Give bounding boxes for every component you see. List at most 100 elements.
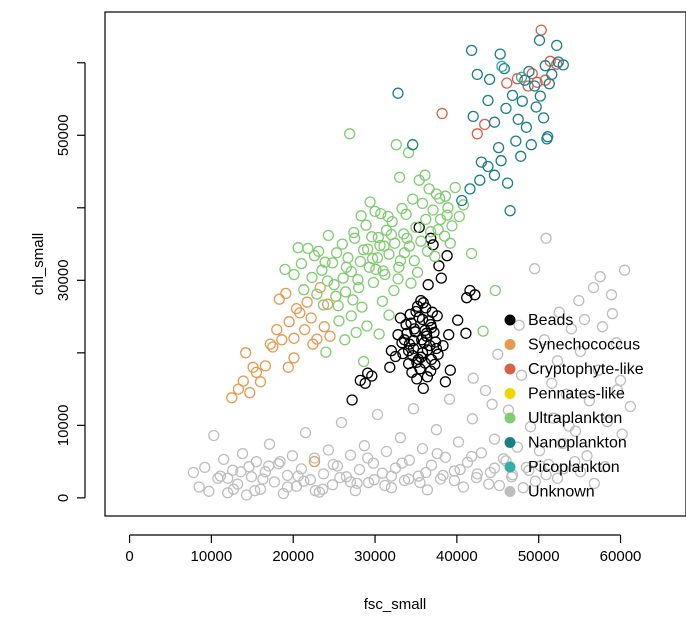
data-point [250, 366, 263, 379]
data-point [471, 468, 483, 480]
data-point [426, 306, 438, 318]
data-point [330, 290, 342, 302]
data-point [448, 474, 461, 487]
data-point [366, 252, 379, 265]
data-point [245, 471, 258, 483]
data-point [418, 337, 430, 349]
data-point [417, 382, 429, 395]
data-point [416, 197, 429, 210]
data-point [477, 325, 489, 337]
data-point [357, 355, 370, 368]
data-point [364, 196, 376, 208]
y-axis: 0 10000 30000 50000 [55, 62, 86, 502]
data-point [259, 360, 272, 372]
data-point [535, 24, 547, 36]
data-point [357, 244, 370, 256]
data-point [236, 447, 249, 460]
data-point [422, 279, 434, 291]
data-point [400, 318, 412, 331]
data-point [460, 327, 472, 339]
data-point [439, 190, 452, 202]
series-nanoplankton [392, 34, 569, 217]
data-point [513, 319, 525, 331]
data-point [360, 219, 372, 231]
data-point [407, 193, 419, 205]
data-point [430, 424, 443, 436]
data-point [222, 487, 234, 499]
data-point [605, 289, 618, 301]
data-point [501, 177, 514, 189]
data-point [326, 479, 339, 491]
data-point [606, 308, 619, 320]
data-point [467, 372, 479, 384]
data-point [410, 305, 422, 318]
legend-label: Cryptophyte-like [528, 361, 644, 378]
data-point [276, 334, 288, 346]
data-point [547, 412, 560, 424]
data-point [425, 459, 438, 471]
data-point [368, 474, 380, 486]
data-point [324, 330, 336, 342]
data-point [336, 238, 348, 250]
data-point [227, 464, 239, 476]
data-point [306, 271, 318, 284]
data-point [407, 139, 419, 151]
data-point [376, 295, 389, 307]
data-point [398, 247, 411, 259]
data-point [295, 257, 308, 270]
data-point [504, 205, 516, 217]
data-point [244, 387, 256, 399]
data-point [304, 474, 317, 486]
data-point [537, 112, 550, 124]
data-point [380, 445, 393, 458]
data-point [574, 466, 587, 478]
data-point [187, 466, 200, 479]
legend-label: Synechococcus [528, 337, 640, 354]
data-point [427, 204, 439, 216]
data-point [327, 458, 339, 471]
series-picoplankton [496, 60, 528, 83]
data-point [543, 78, 555, 90]
data-point [486, 398, 498, 410]
data-point [611, 384, 623, 396]
data-point [254, 483, 267, 495]
data-point [372, 231, 384, 244]
x-axis: 0 10000 20000 30000 40000 50000 60000 [125, 534, 641, 565]
data-point [370, 263, 382, 276]
data-point [263, 438, 276, 450]
data-point [464, 183, 476, 195]
data-point [393, 171, 406, 183]
data-point [452, 436, 465, 448]
data-point [350, 326, 362, 339]
data-point [569, 455, 581, 468]
data-point [312, 245, 325, 257]
data-point [359, 377, 371, 389]
data-point [437, 339, 449, 352]
data-point [425, 226, 437, 238]
data-point [432, 223, 444, 236]
data-point [616, 428, 628, 440]
data-point [263, 460, 275, 472]
data-point [332, 300, 344, 312]
data-point [396, 337, 408, 349]
data-point [393, 261, 405, 273]
data-point [344, 449, 357, 461]
data-point [335, 416, 348, 429]
data-point [402, 345, 415, 357]
legend-marker [504, 437, 516, 448]
y-tick-label: 10000 [55, 405, 72, 447]
data-point [498, 62, 510, 75]
x-tick-label: 10000 [191, 548, 233, 565]
data-point [523, 464, 535, 476]
data-point [515, 369, 528, 381]
data-point [573, 294, 585, 307]
data-point [479, 118, 491, 131]
y-axis-title: chl_small [30, 233, 47, 296]
data-point [218, 453, 230, 466]
data-point [374, 239, 386, 252]
data-point [311, 288, 323, 300]
legend-marker [504, 339, 516, 350]
data-point [520, 121, 533, 133]
data-point [345, 310, 357, 322]
data-point [441, 209, 453, 221]
